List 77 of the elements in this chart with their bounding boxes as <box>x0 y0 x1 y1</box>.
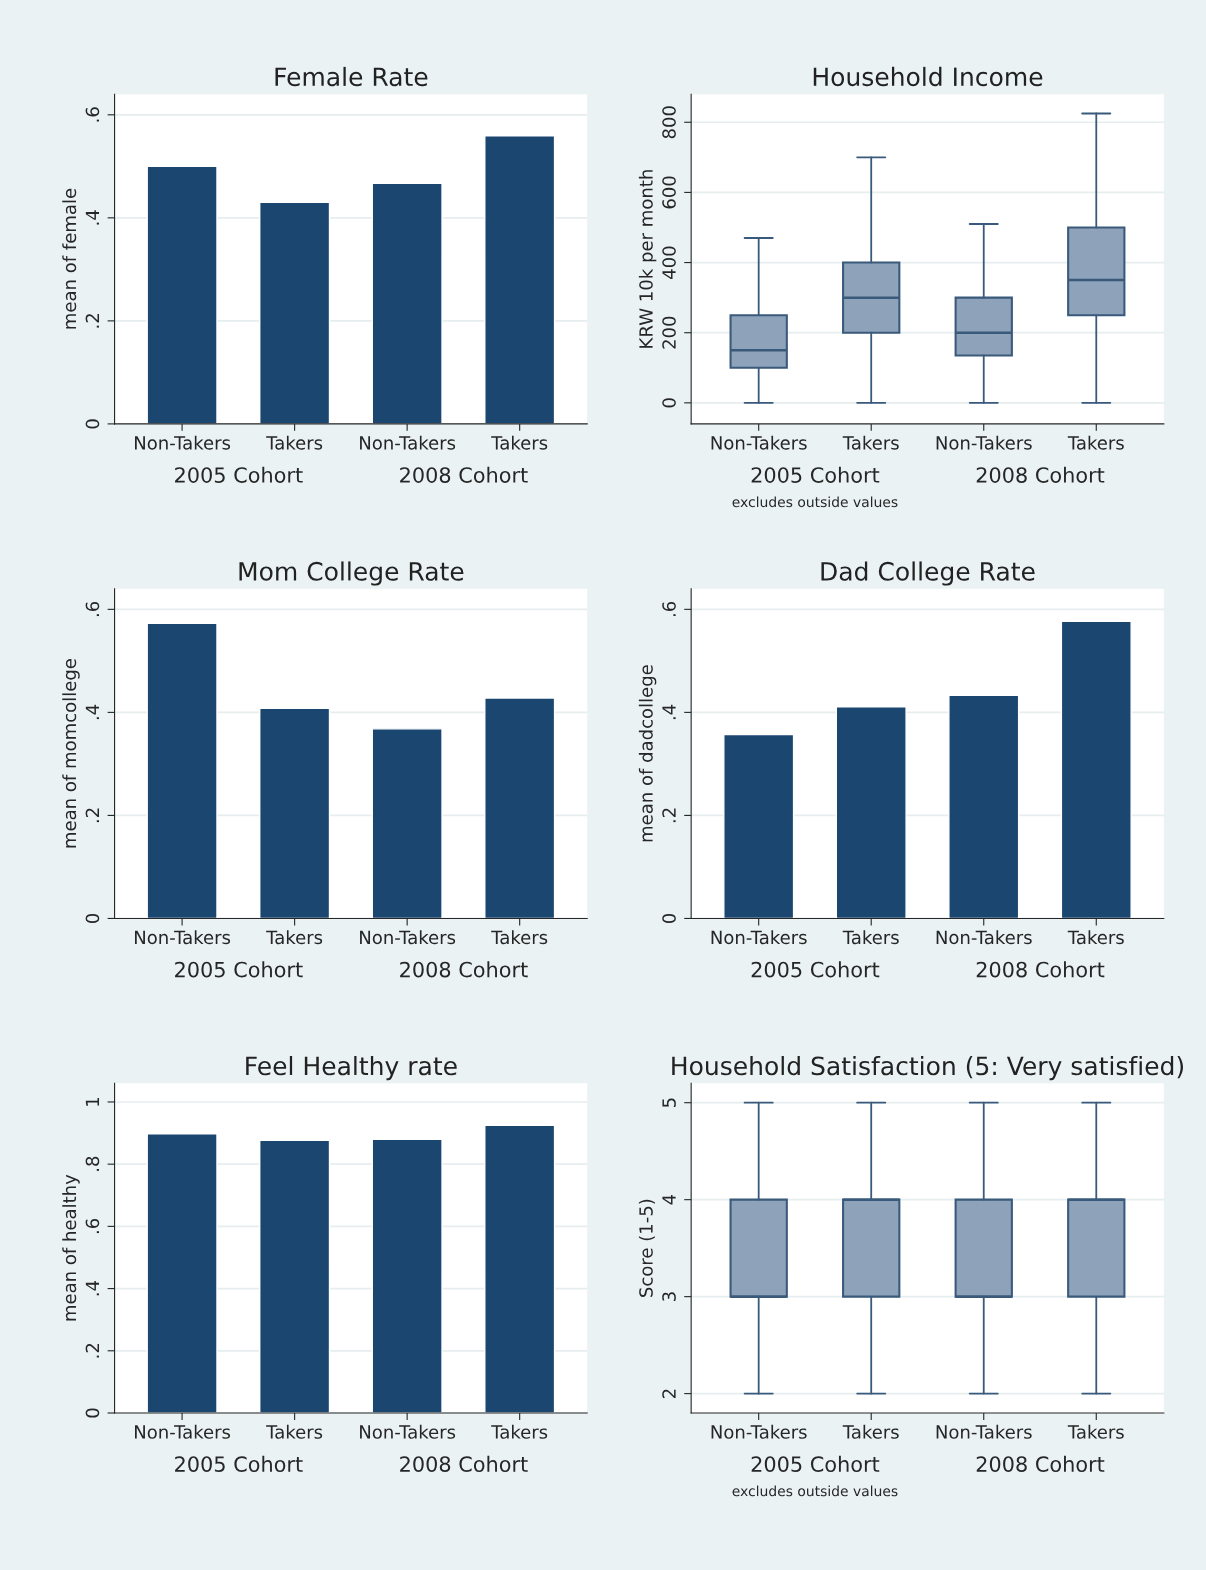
chart-title: Mom College Rate <box>239 561 464 586</box>
x-tick-label: Non-Takers <box>936 930 1032 945</box>
chart-title: Feel Healthy rate <box>246 1055 457 1081</box>
x-tick-label: Takers <box>266 1424 323 1439</box>
y-tick-label: .4 <box>85 1280 100 1296</box>
y-tick-label: 200 <box>662 316 676 349</box>
y-tick-label: 3 <box>662 1292 676 1301</box>
y-tick-label: .6 <box>85 1218 100 1234</box>
y-tick-label: 5 <box>662 1098 676 1108</box>
x-tick-label: Takers <box>491 930 548 945</box>
chart-title: Female Rate <box>275 66 428 87</box>
x-tick-label: Non-Takers <box>360 930 456 945</box>
y-tick-label: 600 <box>662 176 676 209</box>
text: 2005 Cohort <box>175 961 303 978</box>
y-axis-title: mean of momcollege <box>62 659 80 848</box>
x-tick-label: Non-Takers <box>711 1424 807 1439</box>
text: 2008 Cohort <box>976 961 1105 978</box>
y-tick-label: 2 <box>662 1389 676 1399</box>
y-tick-label: 0 <box>85 1408 100 1418</box>
x-tick-label: Non-Takers <box>711 435 807 450</box>
x-tick-label: Takers <box>491 435 548 450</box>
x-tick-label: Non-Takers <box>135 1424 231 1439</box>
y-tick-label: .6 <box>85 601 100 617</box>
x-tick-label: Non-Takers <box>135 930 231 945</box>
y-tick-label: .2 <box>662 808 676 823</box>
y-tick-label: 1 <box>85 1097 100 1106</box>
text: 2008 Cohort <box>400 466 528 483</box>
y-tick-label: .2 <box>85 314 100 328</box>
x-tick-label: Non-Takers <box>360 1424 456 1439</box>
text: 2008 Cohort <box>400 961 528 978</box>
y-tick-label: .6 <box>662 601 676 617</box>
x-tick-label: Takers <box>842 1424 899 1439</box>
x-tick-label: Non-Takers <box>936 1424 1032 1439</box>
x-tick-label: Takers <box>842 435 899 450</box>
y-tick-label: 0 <box>85 419 100 429</box>
y-tick-label: 400 <box>662 246 676 279</box>
text: 2005 Cohort <box>175 1455 303 1472</box>
chart-title: Household Satisfaction (5: Very satisfied) <box>672 1055 1184 1081</box>
y-axis-title: mean of female <box>62 188 77 329</box>
text: 2005 Cohort <box>751 1455 880 1472</box>
chart-title: Dad College Rate <box>821 561 1035 586</box>
text: 2005 Cohort <box>751 961 880 978</box>
y-tick-label: .4 <box>85 704 100 720</box>
y-axis-title: Score (1-5) <box>638 1199 655 1297</box>
text: 2008 Cohort <box>400 1455 528 1472</box>
text: excludes outside values <box>732 1485 898 1497</box>
x-tick-label: Non-Takers <box>711 930 807 945</box>
y-tick-label: .8 <box>85 1156 100 1171</box>
y-tick-label: 0 <box>85 913 100 923</box>
text: excludes outside values <box>732 496 898 508</box>
y-axis-title: mean of dadcollege <box>638 665 657 842</box>
text: 2005 Cohort <box>175 466 303 483</box>
y-tick-label: 800 <box>662 106 676 139</box>
y-axis-title: KRW 10k per month <box>638 170 657 348</box>
y-tick-label: 0 <box>662 913 676 923</box>
y-tick-label: .6 <box>85 107 100 122</box>
x-tick-label: Non-Takers <box>360 435 456 450</box>
x-tick-label: Non-Takers <box>135 435 231 450</box>
y-tick-label: 4 <box>662 1194 676 1205</box>
x-tick-label: Takers <box>1067 1424 1124 1439</box>
text: 2005 Cohort <box>751 466 880 483</box>
y-tick-label: 0 <box>662 398 676 408</box>
x-tick-label: Takers <box>1067 435 1124 450</box>
x-tick-label: Takers <box>491 1424 548 1439</box>
chart-title: Household Income <box>813 66 1043 87</box>
y-tick-label: .2 <box>85 1343 100 1358</box>
y-tick-label: .2 <box>85 808 100 823</box>
x-tick-label: Takers <box>266 930 323 945</box>
x-tick-label: Takers <box>842 930 899 945</box>
y-tick-label: .4 <box>85 210 100 225</box>
text: 2008 Cohort <box>976 466 1105 483</box>
text: 2008 Cohort <box>976 1455 1105 1472</box>
x-tick-label: Non-Takers <box>936 435 1032 450</box>
y-tick-label: .4 <box>662 704 676 720</box>
x-tick-label: Takers <box>1067 930 1124 945</box>
y-axis-title: mean of healthy <box>62 1174 80 1321</box>
x-tick-label: Takers <box>266 435 323 450</box>
